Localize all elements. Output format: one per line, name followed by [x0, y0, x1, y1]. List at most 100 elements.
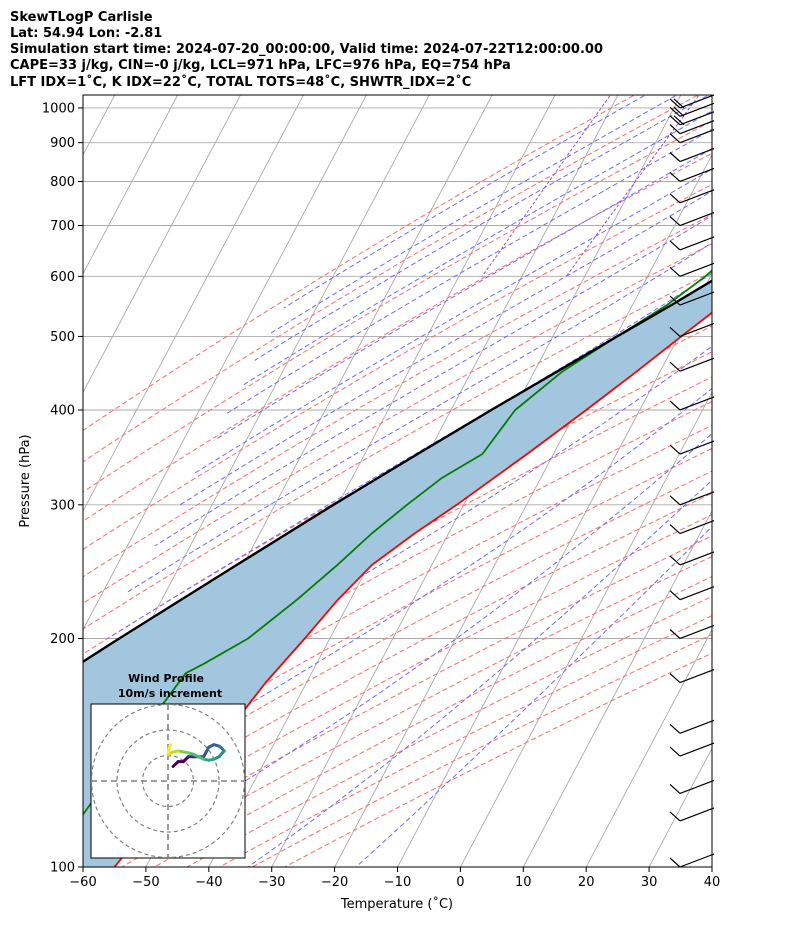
wind-barb	[669, 129, 715, 144]
dry-adiabat	[83, 243, 712, 604]
wind-barb	[669, 167, 715, 183]
isotherm-line	[83, 95, 179, 275]
y-axis: 100 200 300 400 500 600 700 800 900 1000	[42, 101, 83, 876]
wind-barb	[669, 262, 715, 277]
isotherm-line	[648, 747, 712, 867]
x-axis: −60 −50 −40 −30 −20 −10 0 10 20 30 40	[69, 867, 720, 890]
x-tick-label: 0	[456, 875, 464, 890]
y-tick-label: 200	[50, 632, 75, 647]
moist-adiabat	[126, 242, 712, 593]
hodograph-segment	[167, 743, 173, 749]
x-tick-label: −30	[258, 875, 285, 890]
wind-barb	[669, 586, 715, 601]
y-tick-label: 800	[50, 175, 75, 190]
chart-title: SkewTLogP Carlisle	[10, 10, 153, 25]
x-tick-label: −60	[69, 875, 96, 890]
temperature-line	[113, 311, 712, 867]
moist-adiabat	[355, 526, 712, 867]
wind-barb	[669, 624, 715, 640]
dry-adiabat	[219, 615, 712, 867]
y-tick-label: 400	[50, 403, 75, 418]
moist-adiabat	[107, 272, 712, 639]
x-tick-label: −10	[384, 875, 411, 890]
dry-adiabat	[83, 271, 712, 630]
parcel-line	[83, 279, 712, 664]
moist-adiabat	[83, 387, 712, 806]
location-label: Lat: 54.94 Lon: -2.81	[10, 26, 162, 41]
moist-adiabat	[254, 95, 710, 361]
wind-barb	[669, 742, 715, 757]
sounding-lines	[83, 269, 712, 867]
wind-barb	[669, 396, 715, 411]
wind-barb	[669, 357, 715, 372]
x-tick-label: 40	[704, 875, 721, 890]
moist-adiabat	[214, 148, 712, 441]
y-tick-label: 900	[50, 136, 75, 151]
x-tick-label: 30	[641, 875, 658, 890]
inset-subtitle: 10m/s increment	[118, 687, 222, 700]
wind-barb	[669, 440, 715, 455]
dry-adiabat	[83, 120, 712, 493]
isotherm-line	[585, 628, 712, 867]
wind-barb	[669, 668, 715, 684]
wind-barb	[669, 111, 715, 126]
isotherm-line	[459, 391, 712, 867]
moist-adiabat	[193, 168, 712, 474]
y-tick-label: 600	[50, 270, 75, 285]
cape-indices-label: CAPE=33 j/kg, CIN=-0 j/kg, LCL=971 hPa, …	[10, 58, 511, 73]
wind-barb	[669, 211, 715, 227]
isotherm-line	[83, 95, 430, 750]
isotherm-line	[522, 510, 712, 867]
wind-barb	[669, 807, 715, 822]
y-tick-label: 1000	[42, 101, 75, 116]
x-tick-label: 10	[515, 875, 532, 890]
wind-profile-inset: Wind Profile 10m/s increment	[90, 672, 246, 859]
dry-adiabat	[83, 447, 712, 791]
x-tick-label: −50	[132, 875, 159, 890]
moist-adiabat	[241, 110, 712, 387]
x-axis-label: Temperature (˚C)	[340, 896, 453, 912]
y-tick-label: 500	[50, 330, 75, 345]
wind-barb	[669, 94, 715, 109]
stability-indices-label: LFT IDX=1˚C, K IDX=22˚C, TOTAL TOTS=48˚C…	[10, 74, 471, 90]
x-tick-label: −20	[321, 875, 348, 890]
moist-adiabat	[154, 214, 712, 547]
isotherm-line	[334, 153, 712, 867]
wind-barbs	[669, 94, 715, 868]
wind-barb	[669, 519, 715, 535]
wind-barb	[669, 236, 715, 251]
wind-barb	[669, 189, 715, 204]
wind-barb	[669, 853, 715, 868]
y-tick-label: 300	[50, 498, 75, 513]
wind-barb	[669, 120, 715, 135]
x-tick-label: 20	[578, 875, 595, 890]
dry-adiabat	[83, 95, 700, 463]
mixing-ratio-line	[481, 95, 612, 277]
dry-adiabat	[284, 652, 712, 867]
wind-barb	[669, 322, 715, 337]
moist-adiabat	[105, 432, 712, 867]
y-tick-label: 700	[50, 219, 75, 234]
wind-barb	[669, 779, 715, 794]
wind-barb	[669, 147, 715, 163]
isotherm-line	[83, 95, 242, 394]
dry-adiabat	[83, 492, 712, 832]
wind-barb	[669, 551, 715, 566]
inset-title: Wind Profile	[128, 672, 204, 685]
dry-adiabat	[83, 470, 712, 812]
wind-barb	[669, 291, 715, 306]
isotherm-line	[711, 866, 712, 867]
cape-area	[83, 280, 712, 867]
dry-adiabat	[83, 400, 712, 748]
moist-adiabat	[83, 345, 712, 745]
dry-adiabat	[83, 213, 712, 578]
simulation-time-label: Simulation start time: 2024-07-20_00:00:…	[10, 42, 603, 57]
moist-adiabat	[270, 95, 678, 334]
dry-adiabat	[83, 152, 712, 522]
dry-adiabat	[83, 95, 636, 432]
moist-adiabat	[283, 95, 647, 309]
wind-barb	[669, 102, 715, 117]
y-axis-label: Pressure (hPa)	[18, 434, 33, 527]
moist-adiabat	[247, 479, 712, 867]
